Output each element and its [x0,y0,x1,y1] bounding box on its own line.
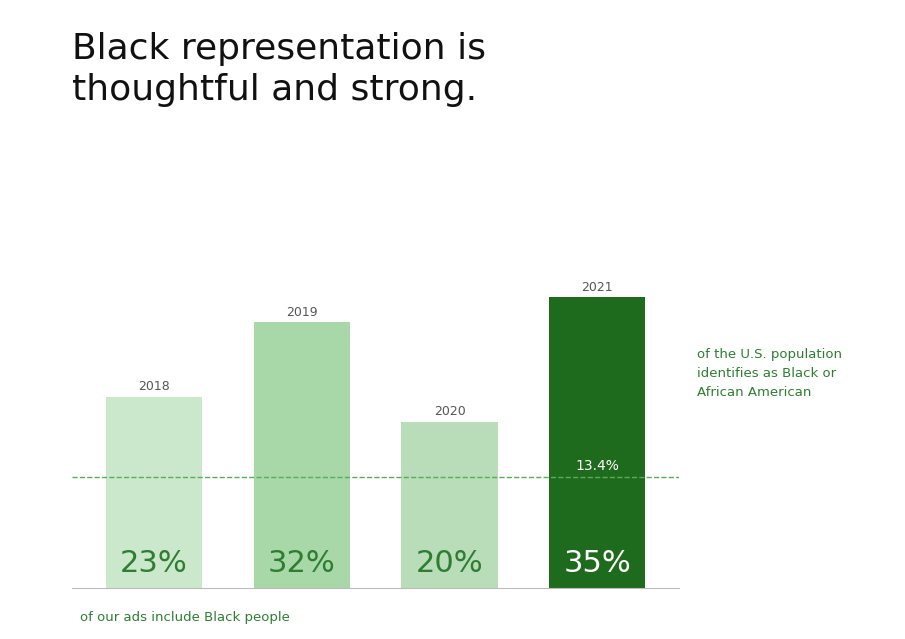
Text: 35%: 35% [564,549,632,578]
Text: 2020: 2020 [433,405,465,419]
Text: 23%: 23% [119,549,187,578]
Text: 2021: 2021 [582,281,614,294]
Text: of the U.S. population
identifies as Black or
African American: of the U.S. population identifies as Bla… [697,348,842,399]
Bar [106,397,202,588]
Text: 20%: 20% [415,549,483,578]
Text: Black representation is
thoughtful and strong.: Black representation is thoughtful and s… [72,32,486,107]
Text: 2018: 2018 [138,380,169,394]
Text: 13.4%: 13.4% [576,459,619,473]
Bar [549,297,645,588]
Text: 32%: 32% [268,549,336,578]
Text: 2019: 2019 [286,305,318,319]
Bar [253,322,349,588]
Text: of our ads include Black people: of our ads include Black people [80,611,290,624]
Bar [402,422,498,588]
